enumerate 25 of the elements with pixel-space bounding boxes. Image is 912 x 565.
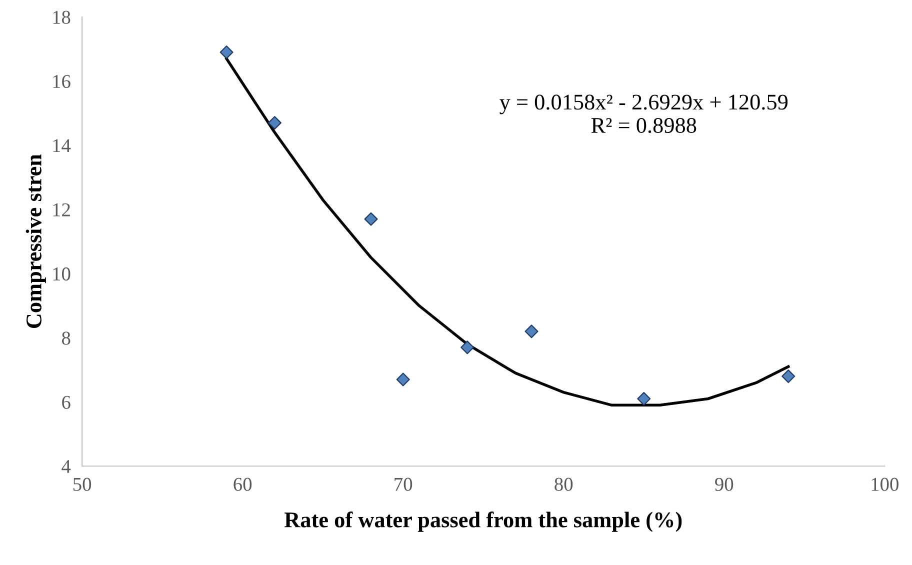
- point: [460, 340, 474, 354]
- x-tick-label: 90: [715, 478, 734, 491]
- point: [220, 45, 234, 60]
- annotation: y = 0.0158x² - 2.6929x + 120.59 R² = 0.8988: [500, 94, 788, 134]
- point: [364, 212, 378, 226]
- x-axis-title: Rate of water passed from the sample (%): [284, 512, 682, 532]
- y-tick-label: 6: [62, 396, 70, 409]
- y-tick-label: 14: [53, 139, 71, 152]
- y-axis-title: Compressive stren: [26, 154, 46, 328]
- point: [268, 116, 282, 130]
- x-tick-label: 100: [872, 478, 898, 491]
- point: [524, 324, 538, 338]
- x-tick-label: 60: [234, 478, 252, 491]
- x-tick-label: 50: [73, 478, 92, 491]
- x-tick-label: 70: [394, 478, 412, 491]
- y-tick-label: 12: [53, 203, 70, 216]
- point: [782, 370, 796, 384]
- point: [396, 372, 410, 386]
- y-tick-label: 18: [53, 10, 70, 24]
- point: [637, 392, 651, 406]
- y-tick-label: 8: [62, 332, 70, 345]
- y-tick-label: 16: [53, 74, 70, 88]
- y-tick-label: 4: [62, 460, 71, 473]
- y-tick-label: 10: [53, 267, 70, 281]
- x-tick-label: 80: [554, 478, 573, 491]
